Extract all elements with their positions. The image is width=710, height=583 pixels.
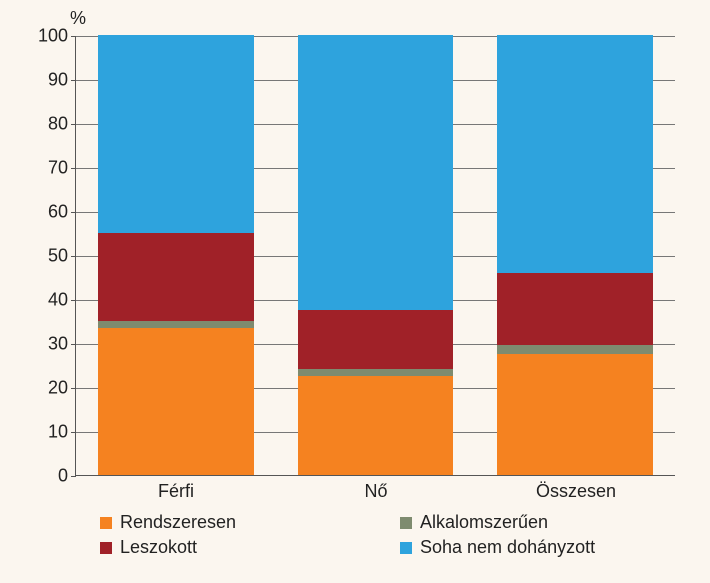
legend: Rendszeresen Alkalomszerűen Leszokott Soha … xyxy=(80,510,680,560)
bar-segment-alkalomszeruen xyxy=(98,321,254,328)
legend-label: Leszokott xyxy=(120,537,197,558)
stacked-bar xyxy=(497,35,653,475)
legend-item-leszokott: Leszokott xyxy=(80,535,380,560)
bar-segment-soha xyxy=(98,35,254,233)
legend-swatch xyxy=(100,542,112,554)
ytick-label: 100 xyxy=(31,26,76,47)
legend-label: Rendszeresen xyxy=(120,512,236,533)
smoking-stacked-bar-chart: % 0102030405060708090100FérfiNőÖsszesen … xyxy=(20,8,690,573)
x-axis-category-label: Nő xyxy=(276,475,476,502)
legend-label: Alkalomszerűen xyxy=(420,512,548,533)
ytick-label: 60 xyxy=(31,202,76,223)
stacked-bar xyxy=(298,35,454,475)
x-axis-category-label: Összesen xyxy=(476,475,676,502)
legend-swatch xyxy=(100,517,112,529)
bar-segment-soha xyxy=(298,35,454,310)
legend-swatch xyxy=(400,542,412,554)
ytick-label: 40 xyxy=(31,290,76,311)
legend-item-rendszeresen: Rendszeresen xyxy=(80,510,380,535)
bar-segment-alkalomszeruen xyxy=(497,345,653,354)
bar-segment-rendszeresen xyxy=(497,354,653,475)
legend-item-alkalomszeruen: Alkalomszerűen xyxy=(380,510,680,535)
legend-swatch xyxy=(400,517,412,529)
plot-area: 0102030405060708090100FérfiNőÖsszesen xyxy=(75,36,675,476)
bar-segment-rendszeresen xyxy=(298,376,454,475)
legend-item-soha: Soha nem dohányzott xyxy=(380,535,680,560)
bar-slot xyxy=(276,36,476,475)
ytick-label: 80 xyxy=(31,114,76,135)
ytick-label: 0 xyxy=(31,466,76,487)
ytick-label: 10 xyxy=(31,422,76,443)
bar-slot xyxy=(76,36,276,475)
ytick-label: 50 xyxy=(31,246,76,267)
ytick-label: 20 xyxy=(31,378,76,399)
ytick-label: 30 xyxy=(31,334,76,355)
x-axis-category-label: Férfi xyxy=(76,475,276,502)
bar-segment-leszokott xyxy=(298,310,454,369)
ytick-label: 90 xyxy=(31,70,76,91)
legend-label: Soha nem dohányzott xyxy=(420,537,595,558)
bar-segment-soha xyxy=(497,35,653,273)
bar-slot xyxy=(475,36,675,475)
stacked-bar xyxy=(98,35,254,475)
ytick-label: 70 xyxy=(31,158,76,179)
bar-segment-leszokott xyxy=(98,233,254,321)
bar-segment-alkalomszeruen xyxy=(298,369,454,376)
bar-segment-rendszeresen xyxy=(98,328,254,475)
bar-segment-leszokott xyxy=(497,273,653,346)
bars-container xyxy=(76,36,675,475)
